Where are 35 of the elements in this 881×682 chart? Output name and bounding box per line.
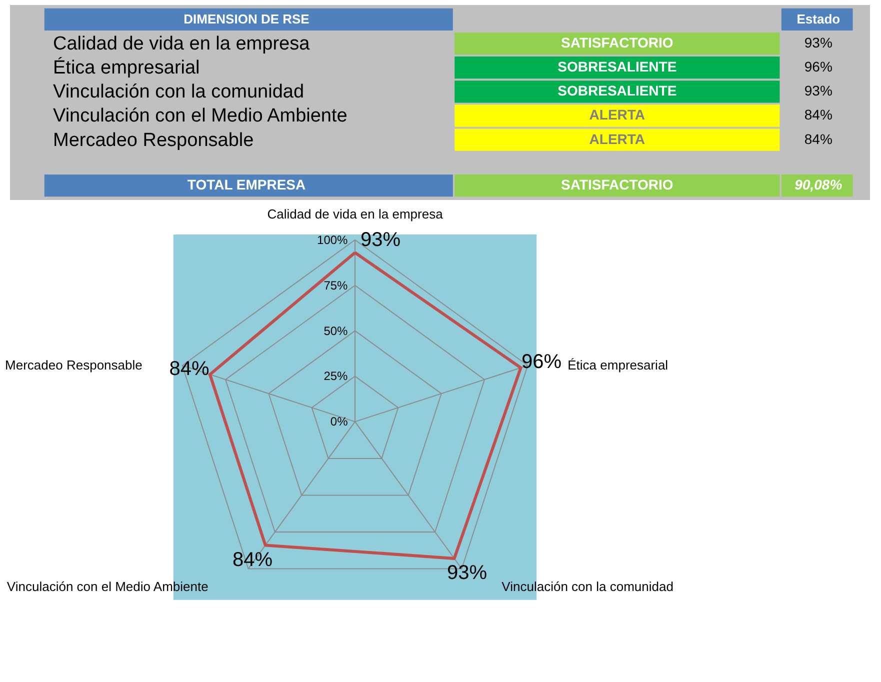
text: ALERTA — [589, 130, 646, 147]
category-label: Mercadeo Responsable — [53, 130, 254, 151]
text: SATISFACTORIO — [561, 176, 674, 193]
text: 84% — [169, 358, 210, 380]
text: SATISFACTORIO — [561, 34, 674, 51]
text: ALERTA — [589, 106, 646, 123]
y-tick-label: 100% — [317, 232, 348, 247]
category-label: Vinculación con la comunidad — [53, 82, 304, 103]
text: TOTAL EMPRESA — [187, 176, 306, 193]
spoke-label: Vinculación con el Medio Ambiente — [6, 578, 208, 594]
text: 84% — [232, 548, 273, 571]
text: 93% — [360, 228, 400, 251]
text: 84% — [804, 106, 832, 123]
y-tick-label: 25% — [324, 369, 348, 384]
category-label: Calidad de vida en la empresa — [53, 34, 310, 55]
category-label: Ética empresarial — [53, 58, 200, 79]
text: 90,08% — [794, 176, 843, 193]
spoke-label: Ética empresarial — [568, 358, 668, 373]
text: 93% — [804, 34, 832, 51]
spoke-label: Mercadeo Responsable — [5, 358, 142, 373]
spoke-label: Vinculación con la comunidad — [502, 578, 674, 594]
spoke-label: Calidad de vida en la empresa — [267, 206, 444, 222]
y-tick-label: 50% — [324, 324, 348, 338]
y-tick-label: 75% — [324, 278, 348, 292]
text: 84% — [804, 130, 832, 147]
text: 93% — [447, 562, 488, 584]
text: 96% — [804, 58, 832, 75]
text: 96% — [521, 351, 562, 374]
text: Estado — [796, 11, 840, 26]
text: SOBRESALIENTE — [558, 58, 677, 75]
text: SOBRESALIENTE — [558, 82, 677, 99]
text: DIMENSION DE RSE — [184, 11, 310, 26]
y-tick-label: 0% — [330, 414, 348, 429]
category-label: Vinculación con el Medio Ambiente — [53, 106, 348, 127]
text: 93% — [804, 82, 832, 99]
